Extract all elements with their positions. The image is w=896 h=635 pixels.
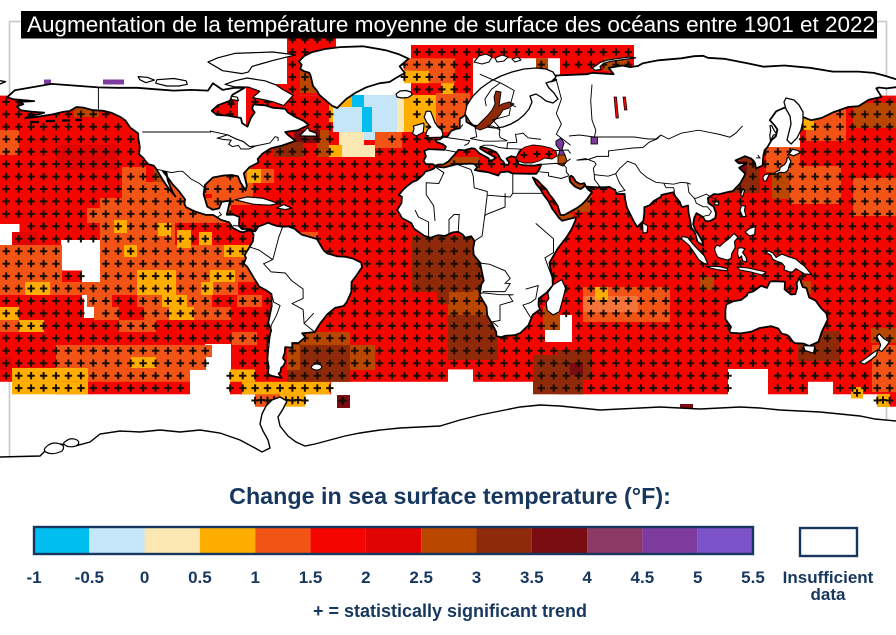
svg-text:3: 3 [472,568,481,587]
svg-text:-1: -1 [26,568,41,587]
svg-text:5.5: 5.5 [741,568,765,587]
svg-text:2: 2 [361,568,370,587]
svg-text:+ = statistically significant: + = statistically significant trend [313,601,587,621]
svg-text:0: 0 [140,568,149,587]
svg-text:4.5: 4.5 [631,568,655,587]
svg-text:0.5: 0.5 [188,568,212,587]
svg-text:3.5: 3.5 [520,568,544,587]
svg-text:Change in sea surface temperat: Change in sea surface temperature (°F): [229,483,671,509]
svg-text:Augmentation de la température: Augmentation de la température moyenne d… [27,12,875,37]
svg-text:Insufficient: Insufficient [783,568,874,587]
svg-text:4: 4 [582,568,592,587]
svg-text:data: data [811,585,847,604]
svg-text:5: 5 [693,568,702,587]
svg-text:-0.5: -0.5 [75,568,104,587]
svg-text:1.5: 1.5 [299,568,323,587]
svg-text:2.5: 2.5 [409,568,433,587]
svg-text:1: 1 [250,568,259,587]
